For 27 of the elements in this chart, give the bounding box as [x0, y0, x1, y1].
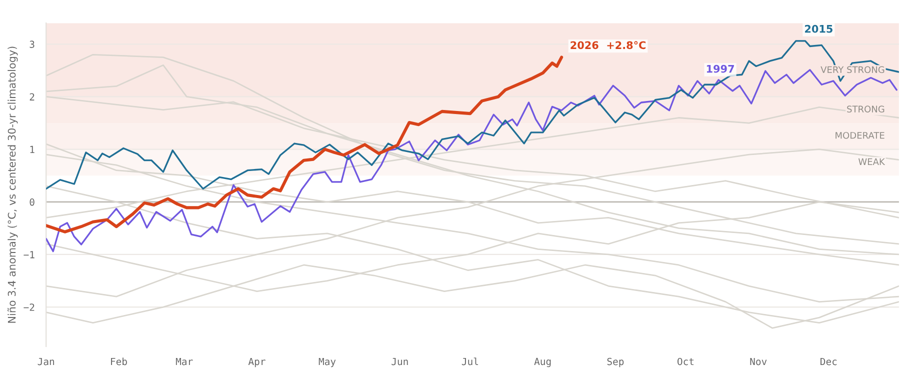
- x-tick-label: Mar: [176, 358, 193, 366]
- y-tick-label: −1: [24, 251, 34, 258]
- x-tick-label: Apr: [248, 358, 266, 368]
- y-tick-label: 0: [30, 198, 34, 206]
- x-tick-label: Jul: [462, 358, 478, 366]
- band-label: VERY STRONG: [820, 66, 884, 74]
- y-axis-title: Niño 3.4 anomaly (°C, vs centered 30-yr climatology): [7, 46, 18, 323]
- x-tick-label: Sep: [607, 358, 624, 368]
- annotation: 2026 +2.8°C: [570, 41, 646, 50]
- x-tick-label: Jan: [38, 358, 54, 366]
- x-tick-label: Jun: [392, 358, 408, 366]
- x-tick-label: Aug: [534, 358, 551, 368]
- annotation: 2015: [805, 24, 832, 33]
- y-tick-label: 1: [30, 146, 34, 154]
- line-series: [46, 56, 564, 234]
- x-tick-label: Oct: [678, 358, 694, 366]
- y-tick-label: −2: [24, 304, 34, 311]
- band-label: MODERATE: [836, 132, 884, 139]
- y-tick-label: 2: [30, 93, 34, 100]
- y-tick-label: 3: [30, 40, 34, 48]
- annotation: 1997: [706, 64, 734, 73]
- x-tick-label: May: [318, 358, 336, 368]
- x-tick-label: Nov: [750, 358, 767, 366]
- x-tick-label: Dec: [820, 358, 837, 366]
- x-tick-label: Feb: [111, 358, 127, 366]
- band-label: WEAK: [858, 158, 886, 165]
- band-label: STRONG: [847, 106, 884, 112]
